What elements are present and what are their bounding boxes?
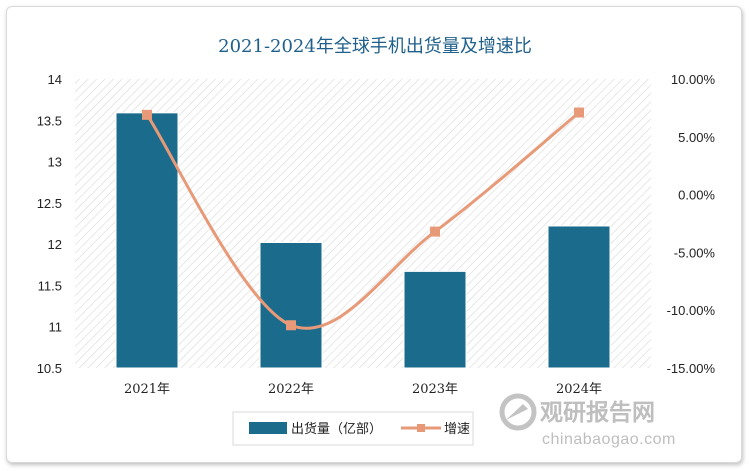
chart-frame: 2021-2024年全球手机出货量及增速比 10.5 11 11.5 12 12.5 13… — [6, 6, 742, 463]
growth-point — [286, 320, 296, 331]
bar — [115, 112, 179, 369]
growth-point — [574, 107, 584, 118]
category-axis: 2021年 2022年 2023年 2024年 — [124, 382, 602, 397]
category-label: 2023年 — [412, 382, 458, 397]
legend-line-label: 增速 — [444, 422, 470, 437]
growth-line — [145, 111, 580, 330]
chart-svg: 2021-2024年全球手机出货量及增速比 10.5 11 11.5 12 12.5 13… — [37, 36, 716, 448]
right-tick-label: 0.00% — [678, 188, 715, 203]
left-tick-label: 11 — [49, 320, 63, 335]
left-tick-label: 10.5 — [37, 361, 62, 376]
bar — [547, 225, 611, 369]
category-label: 2024年 — [556, 382, 602, 397]
left-tick-label: 12.5 — [37, 196, 62, 211]
watermark-logo-icon — [499, 393, 537, 431]
left-tick-label: 14 — [48, 72, 62, 87]
category-label: 2021年 — [124, 382, 170, 397]
watermark-en: chinabaogao.com — [542, 431, 676, 448]
legend-line-marker — [417, 424, 425, 432]
chart-title: 2021-2024年全球手机出货量及增速比 — [218, 36, 532, 57]
legend: 出货量（亿部） 增速 — [232, 411, 474, 446]
right-axis: -15.00% -10.00% -5.00% 0.00% 5.00% 10.00% — [667, 72, 716, 376]
growth-point — [142, 109, 152, 120]
right-tick-label: -15.00% — [667, 361, 716, 376]
left-tick-label: 13 — [48, 155, 62, 170]
left-axis: 10.5 11 11.5 12 12.5 13 13.5 14 — [37, 72, 62, 376]
left-tick-label: 12 — [48, 237, 62, 252]
right-tick-label: 5.00% — [678, 130, 715, 145]
left-tick-label: 13.5 — [37, 113, 62, 128]
growth-point — [430, 226, 440, 237]
right-tick-label: -10.00% — [667, 303, 716, 318]
watermark-cn: 观研报告网 — [540, 400, 655, 426]
right-tick-label: 10.00% — [671, 72, 716, 87]
watermark: 观研报告网 chinabaogao.com — [499, 393, 676, 448]
bar — [259, 241, 323, 369]
category-label: 2022年 — [268, 382, 314, 397]
bar-series — [115, 112, 611, 369]
left-tick-label: 11.5 — [38, 278, 62, 293]
legend-bar-swatch — [249, 422, 287, 434]
right-tick-label: -5.00% — [674, 245, 716, 260]
legend-bar-label: 出货量（亿部） — [291, 421, 382, 437]
bar — [403, 270, 467, 369]
line-series — [142, 107, 584, 331]
